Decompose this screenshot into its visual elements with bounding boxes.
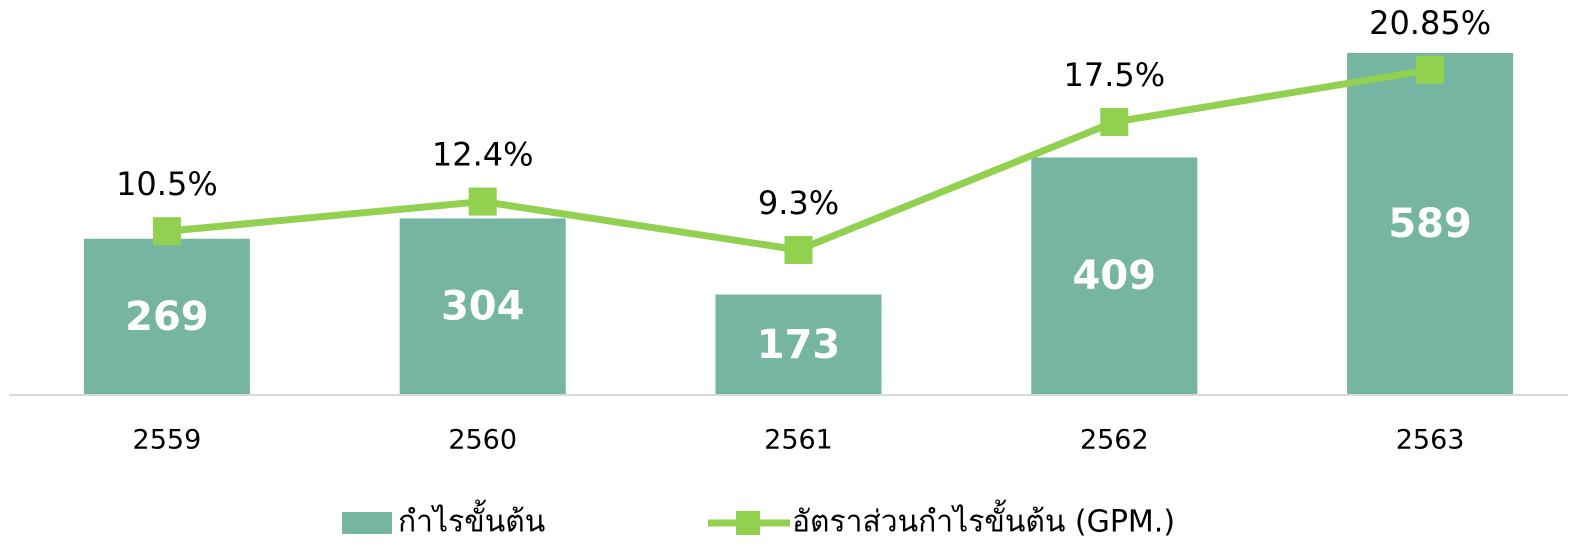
line-marker: [1100, 108, 1129, 137]
bar-value-label: 304: [441, 284, 525, 330]
bar: [83, 238, 250, 395]
line-value-label: 10.5%: [116, 165, 218, 203]
legend-swatch: [342, 512, 392, 534]
line-value-label: 12.4%: [432, 136, 534, 174]
legend-label: กำไรขั้นต้น: [398, 500, 545, 540]
x-tick-label: 2560: [448, 425, 517, 456]
bar-value-label: 173: [757, 322, 841, 368]
line: [166, 66, 1431, 254]
legend-label: อัตราส่วนกำไรขั้นต้น (GPM.): [792, 500, 1175, 540]
bar-value-label: 589: [1388, 201, 1472, 247]
x-tick-label: 2561: [764, 425, 833, 456]
x-tick-label: 2563: [1396, 425, 1465, 456]
bar-value-label: 409: [1073, 253, 1157, 299]
line-value-label: 9.3%: [758, 184, 839, 222]
bar: [399, 218, 566, 395]
line-value-label: 17.5%: [1063, 56, 1165, 94]
line-marker: [152, 217, 181, 246]
x-tick-label: 2559: [133, 425, 202, 456]
x-tick-label: 2562: [1080, 425, 1149, 456]
bar-value-label: 269: [125, 294, 209, 340]
line-value-label: 20.85%: [1369, 4, 1491, 42]
line-marker: [784, 235, 813, 264]
bar: [1031, 157, 1198, 395]
bar: [715, 294, 882, 395]
legend-swatch-marker: [736, 511, 760, 535]
line-marker: [468, 187, 497, 216]
line-marker: [1416, 55, 1445, 84]
bar: [1347, 52, 1514, 396]
